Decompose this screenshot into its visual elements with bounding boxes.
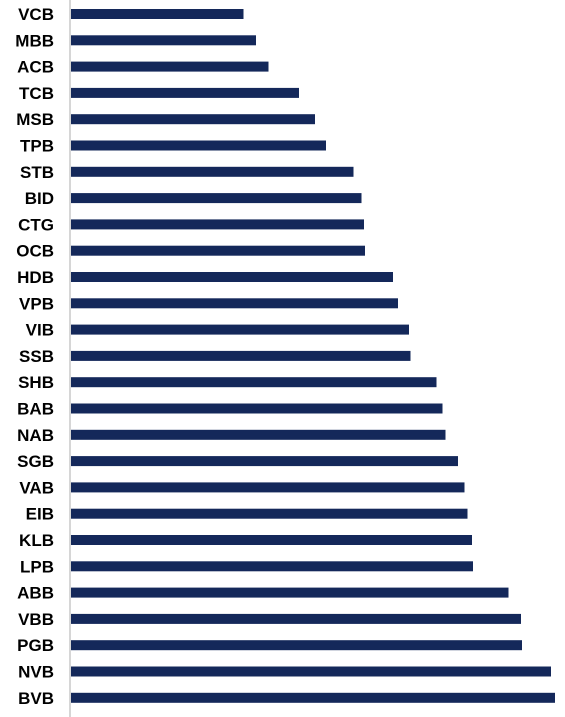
bar-vib [71,324,409,335]
category-label-vbb: VBB [18,610,54,629]
bar-shb [71,377,437,388]
category-label-abb: ABB [17,584,54,603]
category-label-eib: EIB [26,505,54,524]
bar-vbb [71,613,521,624]
category-label-lpb: LPB [20,557,54,576]
bar-msb [71,114,315,125]
bar-bvb [71,692,555,703]
bar-abb [71,587,509,598]
bar-vpb [71,298,398,309]
bar-sgb [71,456,458,467]
bar-ctg [71,219,364,230]
category-label-sgb: SGB [17,452,54,471]
category-label-bid: BID [25,189,54,208]
category-label-acb: ACB [17,58,54,77]
bar-bid [71,193,362,204]
bar-ssb [71,350,411,361]
category-label-stb: STB [20,163,54,182]
category-label-bab: BAB [17,400,54,419]
category-label-shb: SHB [18,373,54,392]
category-label-vpb: VPB [19,294,54,313]
bar-tpb [71,140,326,151]
category-label-mbb: MBB [15,31,54,50]
bar-eib [71,508,468,519]
category-label-nab: NAB [17,426,54,445]
bar-hdb [71,272,393,282]
category-label-vab: VAB [19,478,54,497]
category-labels-group: VCB MBB ACB TCB MSB TPB STB BID CTG OCB HDB VPB VIB S… [15,5,54,708]
bar-nvb [71,666,551,677]
bar-nab [71,429,446,440]
bar-stb [71,166,354,177]
bar-vab [71,482,465,493]
bar-lpb [71,561,473,572]
category-label-ssb: SSB [19,347,54,366]
category-label-tpb: TPB [20,137,54,156]
category-label-pgb: PGB [17,636,54,655]
bar-tcb [71,87,299,98]
category-label-ctg: CTG [18,215,54,234]
category-label-msb: MSB [16,110,54,129]
bars-group [71,9,555,703]
bar-pgb [71,640,522,651]
category-label-ocb: OCB [16,242,54,261]
bar-mbb [71,35,256,46]
category-label-vib: VIB [26,321,54,340]
category-label-nvb: NVB [18,663,54,682]
bar-acb [71,61,269,72]
category-label-hdb: HDB [17,268,54,287]
category-label-vcb: VCB [18,5,54,24]
bar-klb [71,535,472,545]
category-label-klb: KLB [19,531,54,550]
bar-ocb [71,245,365,256]
category-label-bvb: BVB [18,689,54,708]
category-label-tcb: TCB [19,84,54,103]
bar-vcb [71,9,244,19]
bar-bab [71,403,443,414]
